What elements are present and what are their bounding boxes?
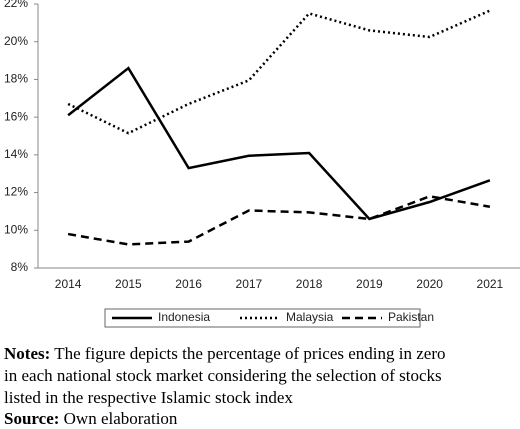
y-tick-label: 14%: [4, 147, 28, 161]
x-tick-label: 2019: [356, 277, 383, 291]
source-label: Source:: [4, 409, 59, 428]
x-tick-label: 2016: [175, 277, 202, 291]
legend-label: Indonesia: [158, 310, 210, 324]
source: Source: Own elaboration: [4, 409, 178, 428]
legend-box: [104, 308, 421, 328]
y-tick-label: 18%: [4, 72, 28, 86]
y-tick-label: 16%: [4, 109, 28, 123]
x-tick-label: 2014: [55, 277, 82, 291]
notes-label: Notes:: [4, 344, 50, 363]
x-tick-label: 2018: [296, 277, 323, 291]
y-tick-label: 8%: [11, 260, 29, 274]
y-tick-label: 20%: [4, 34, 28, 48]
y-tick-label: 10%: [4, 222, 28, 236]
legend-label: Malaysia: [286, 310, 334, 324]
notes-text: in each national stock market considerin…: [4, 366, 442, 385]
series-line: [67, 66, 491, 221]
series-line: [67, 9, 491, 135]
x-tick-label: 2020: [416, 277, 443, 291]
y-tick-label: 12%: [4, 185, 28, 199]
notes-text: listed in the respective Islamic stock i…: [4, 388, 293, 407]
legend-label: Pakistan: [388, 310, 434, 324]
y-tick-label: 22%: [4, 0, 28, 10]
source-text: Own elaboration: [59, 409, 178, 428]
notes-text: The figure depicts the percentage of pri…: [50, 344, 445, 363]
x-tick-label: 2017: [236, 277, 263, 291]
x-tick-label: 2021: [477, 277, 504, 291]
x-tick-label: 2015: [115, 277, 142, 291]
series-line: [67, 195, 491, 246]
notes: Notes: The figure depicts the percentage…: [4, 344, 446, 363]
